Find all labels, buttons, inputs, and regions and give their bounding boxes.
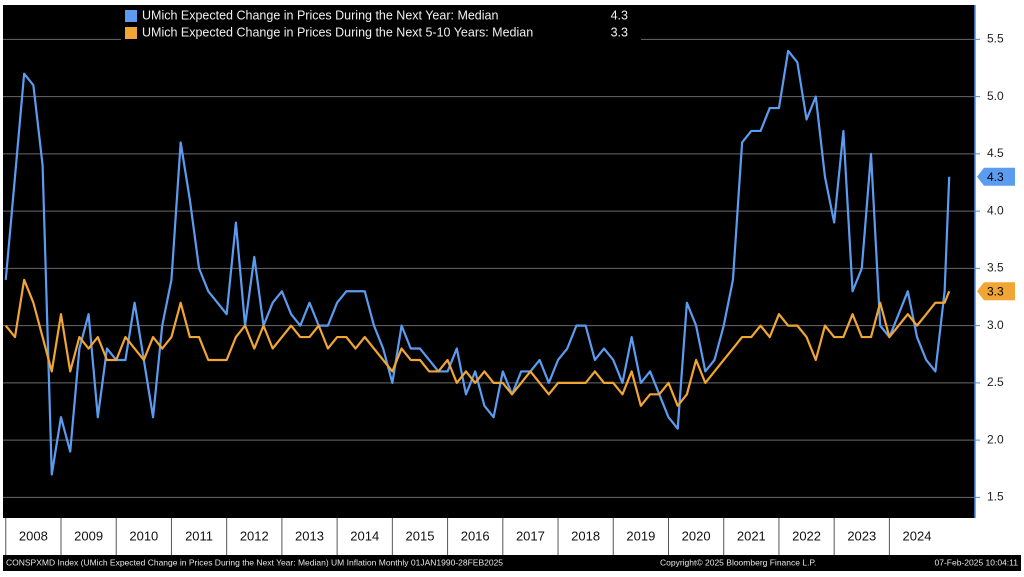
y-tick-label: 1.5 [987,490,1004,504]
x-tick-label: 2020 [682,528,711,543]
y-tick-label: 4.5 [987,146,1004,160]
legend-swatch [125,10,137,22]
legend-label: UMich Expected Change in Prices During t… [142,8,498,22]
y-tick-label: 2.0 [987,432,1004,446]
footer-timestamp: 07-Feb-2025 10:04:11 [935,557,1019,567]
legend-swatch [125,27,137,39]
legend-box [121,6,641,44]
x-tick-label: 2014 [350,528,379,543]
x-tick-label: 2013 [295,528,324,543]
x-tick-label: 2016 [461,528,490,543]
legend-label: UMich Expected Change in Prices During t… [142,25,533,39]
x-tick-label: 2010 [129,528,158,543]
x-tick-label: 2011 [185,528,213,543]
x-tick-label: 2024 [903,528,932,543]
x-tick-label: 2023 [847,528,876,543]
last-value-tag [977,282,1015,301]
x-tick-label: 2012 [240,528,269,543]
x-tick-label: 2009 [74,528,103,543]
footer-source: CONSPXMD Index (UMich Expected Change in… [6,557,503,567]
series-line [4,49,951,476]
y-tick-label: 5.0 [987,89,1004,103]
last-value-label: 4.3 [987,170,1004,184]
last-value-label: 3.3 [987,284,1004,298]
plot-background [3,5,975,518]
series-line [4,278,951,407]
y-tick-label: 3.5 [987,261,1004,275]
y-tick-label: 3.0 [987,318,1004,332]
footer-bar [3,555,1021,571]
x-tick-label: 2008 [19,528,48,543]
x-tick-label: 2018 [571,528,600,543]
last-value-tag [977,167,1015,186]
y-tick-label: 2.5 [987,375,1004,389]
legend-value: 3.3 [611,25,628,39]
y-tick-label: 4.0 [987,203,1004,217]
legend-value: 4.3 [611,8,628,22]
x-tick-label: 2015 [406,528,435,543]
x-tick-label: 2017 [516,528,545,543]
y-tick-label: 5.5 [987,32,1004,46]
x-tick-label: 2019 [626,528,655,543]
x-tick-label: 2022 [792,528,821,543]
x-tick-label: 2021 [737,528,766,543]
footer-copyright: Copyright© 2025 Bloomberg Finance L.P. [660,557,816,567]
